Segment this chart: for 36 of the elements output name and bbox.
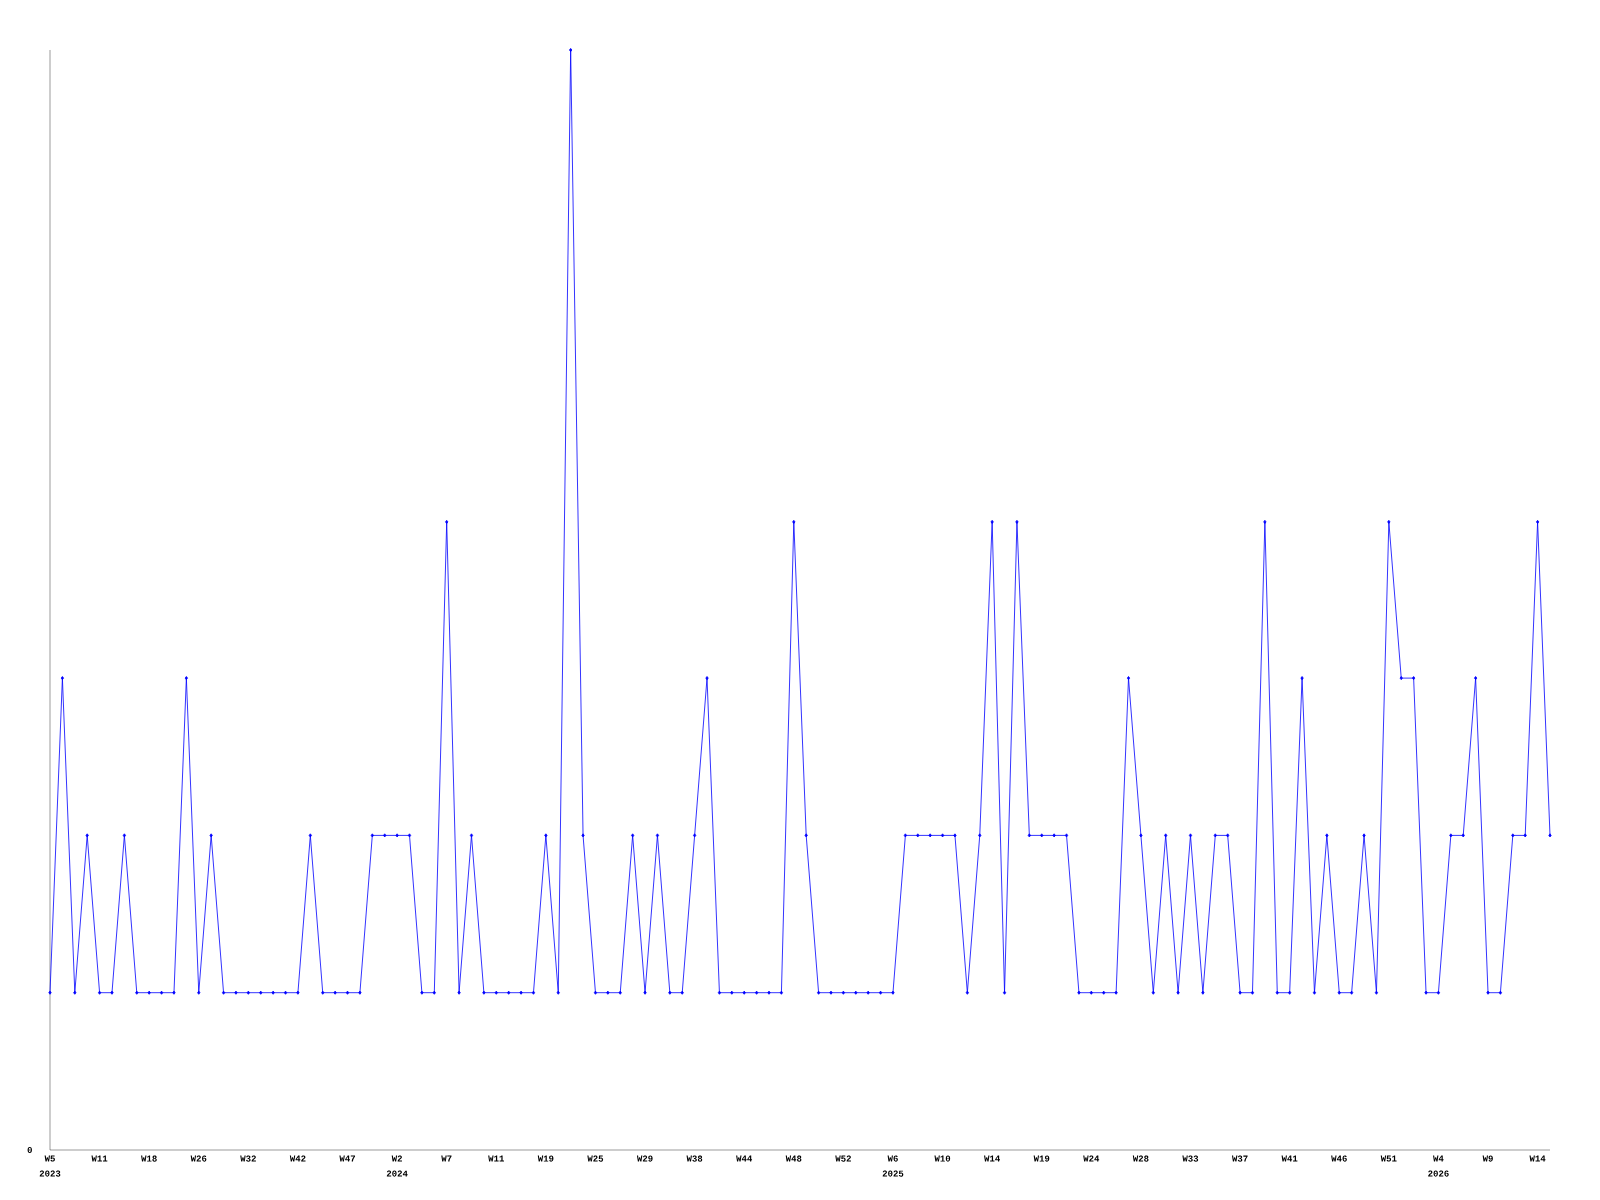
x-tick-label: W41	[1281, 1155, 1298, 1162]
x-tick-label: W14	[1529, 1155, 1546, 1162]
x-tick-label: W11	[91, 1155, 108, 1162]
text: 2024	[386, 1170, 408, 1177]
x-tick-label: W28	[1132, 1155, 1149, 1162]
x-tick-label: W51	[1380, 1155, 1397, 1162]
text: 0	[27, 1146, 32, 1154]
x-tick-label: W47	[339, 1155, 356, 1162]
x-tick-label: W5	[44, 1155, 55, 1162]
x-tick-label: W52	[835, 1155, 851, 1162]
x-tick-label: W25	[587, 1155, 604, 1162]
x-tick-label: W29	[636, 1155, 653, 1162]
x-tick-label: W26	[190, 1155, 207, 1162]
x-tick-label: W33	[1182, 1155, 1199, 1162]
x-tick-label: W9	[1482, 1155, 1493, 1162]
text: 2026	[1428, 1170, 1449, 1177]
x-tick-label: W11	[488, 1155, 504, 1162]
x-tick-label: W19	[537, 1155, 554, 1162]
x-tick-label: W10	[934, 1155, 951, 1162]
x-tick-label: W38	[686, 1155, 703, 1162]
x-tick-label: W7	[441, 1155, 452, 1162]
x-tick-label: W2	[391, 1155, 402, 1162]
x-tick-label: W46	[1331, 1155, 1347, 1162]
x-tick-label: W32	[240, 1155, 256, 1162]
text: 2023	[39, 1170, 61, 1177]
x-tick-label: W44	[736, 1155, 753, 1162]
x-tick-label: W6	[887, 1155, 898, 1162]
x-tick-label: W37	[1231, 1155, 1248, 1162]
x-tick-label: W24	[1083, 1155, 1100, 1162]
x-tick-label: W14	[984, 1155, 1000, 1162]
text: 2025	[882, 1170, 904, 1177]
x-tick-label: W42	[289, 1155, 306, 1162]
x-tick-label: W48	[785, 1155, 802, 1162]
x-tick-label: W19	[1033, 1155, 1050, 1162]
x-tick-label: W18	[141, 1155, 157, 1162]
x-tick-label: W4	[1433, 1155, 1444, 1162]
